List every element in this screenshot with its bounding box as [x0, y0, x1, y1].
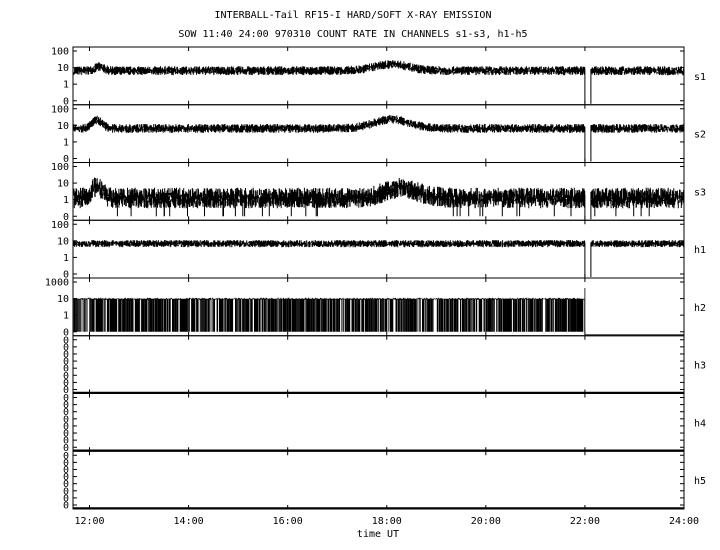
y-tick-label: 0 [63, 465, 69, 476]
x-tick-label: 12:00 [74, 516, 104, 527]
y-tick-label: 0 [63, 421, 69, 432]
y-tick-label: 1 [63, 80, 69, 91]
panel-frame [72, 104, 685, 163]
y-tick-label: 0 [63, 357, 69, 368]
y-tick-label: 0 [63, 270, 69, 281]
y-tick-label: 0 [63, 364, 69, 375]
channel-label: s3 [694, 187, 706, 198]
x-tick-label: 22:00 [570, 516, 600, 527]
y-tick-label: 0 [63, 429, 69, 440]
panel-frame [72, 219, 685, 279]
y-tick-label: 1 [63, 195, 69, 206]
channel-label: h2 [694, 303, 706, 314]
y-tick-label: 1 [63, 311, 69, 322]
y-tick-label: 0 [63, 327, 69, 338]
y-tick-label: 0 [63, 154, 69, 165]
y-tick-label: 0 [63, 458, 69, 469]
x-axis-label: time UT [357, 529, 399, 540]
y-tick-label: 10 [57, 121, 69, 132]
y-tick-label: 10 [57, 179, 69, 190]
series-h1 [73, 240, 685, 277]
y-tick-label: 0 [63, 371, 69, 382]
y-tick-label: 0 [63, 493, 69, 504]
y-tick-label: 100 [51, 47, 69, 58]
y-tick-label: 1 [63, 137, 69, 148]
y-tick-label: 0 [63, 436, 69, 447]
channel-label: h4 [694, 418, 706, 429]
y-tick-label: 100 [51, 162, 69, 173]
y-tick-label: 1000 [45, 278, 69, 289]
y-tick-label: 0 [63, 349, 69, 360]
panel-frame [72, 335, 685, 394]
y-tick-label: 0 [63, 385, 69, 396]
y-tick-label: 100 [51, 104, 69, 115]
y-tick-label: 10 [57, 294, 69, 305]
y-tick-label: 0 [63, 486, 69, 497]
panel-frame [72, 46, 685, 106]
x-tick-label: 24:00 [669, 516, 699, 527]
panel-frame [72, 393, 685, 452]
y-tick-label: 0 [63, 335, 69, 346]
y-tick-label: 0 [63, 96, 69, 107]
series-s2 [73, 115, 685, 162]
channel-label: s2 [694, 130, 706, 141]
panel-frame [72, 450, 685, 510]
y-tick-label: 0 [63, 378, 69, 389]
y-tick-label: 0 [63, 393, 69, 404]
x-tick-label: 20:00 [471, 516, 501, 527]
channel-label: s1 [694, 72, 706, 83]
channel-label: h5 [694, 476, 706, 487]
y-tick-label: 0 [63, 479, 69, 490]
y-tick-label: 0 [63, 414, 69, 425]
y-tick-label: 1 [63, 253, 69, 264]
y-tick-label: 0 [63, 400, 69, 411]
y-tick-label: 0 [63, 443, 69, 454]
y-tick-label: 0 [63, 451, 69, 462]
chart-title-line1: INTERBALL-Tail RF15-I HARD/SOFT X-RAY EM… [215, 10, 492, 21]
channel-label: h1 [694, 245, 706, 256]
series-s3 [73, 177, 685, 220]
x-tick-label: 16:00 [273, 516, 303, 527]
series-s1 [73, 60, 685, 104]
x-tick-label: 18:00 [372, 516, 402, 527]
panel-group: 1001010s11001010s21001010s31001010h11000… [45, 46, 706, 512]
y-tick-label: 10 [57, 63, 69, 74]
y-tick-label: 0 [63, 407, 69, 418]
series-h2 [73, 288, 684, 336]
channel-label: h3 [694, 361, 706, 372]
y-tick-label: 0 [63, 212, 69, 223]
y-tick-label: 0 [63, 342, 69, 353]
x-tick-label: 14:00 [174, 516, 204, 527]
y-tick-label: 10 [57, 236, 69, 247]
y-tick-label: 0 [63, 501, 69, 512]
chart-title-line2: SOW 11:40 24:00 970310 COUNT RATE IN CHA… [178, 29, 527, 40]
y-tick-label: 100 [51, 220, 69, 231]
x-axis-ticks: 12:00 14:00 16:00 18:00 20:00 22:00 24:00 [74, 516, 699, 527]
y-tick-label: 0 [63, 472, 69, 483]
